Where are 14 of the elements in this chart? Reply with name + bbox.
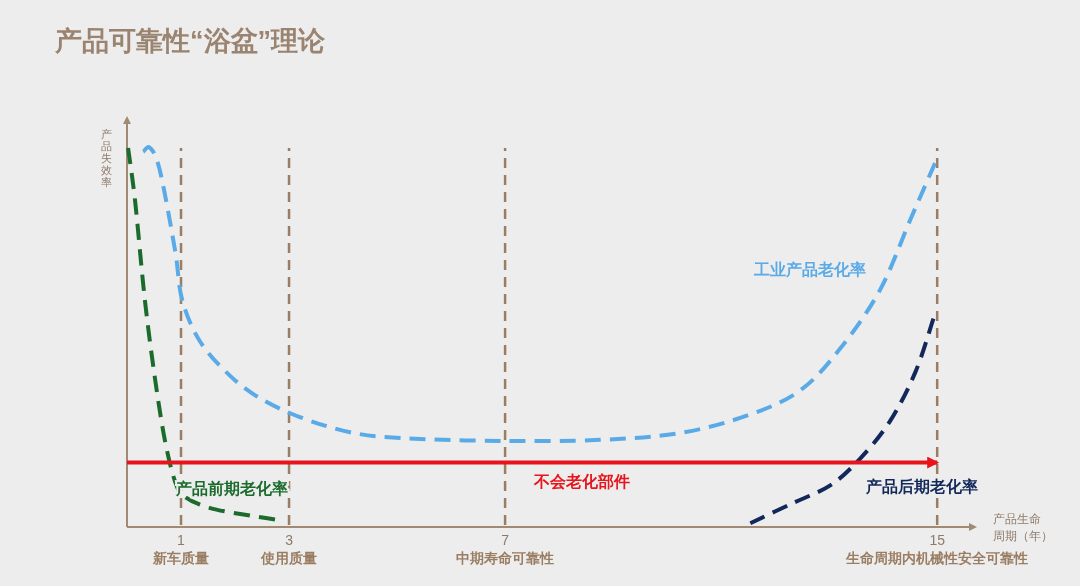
x-tick-label: 1	[177, 532, 186, 548]
series-label: 产品前期老化率	[175, 479, 288, 497]
x-axis-title: 产品生命周期（年）	[993, 512, 1053, 543]
ref-line-label: 使用质量	[260, 550, 318, 566]
series-label: 工业产品老化率	[753, 260, 866, 278]
y-axis-title: 产品失效率	[100, 128, 112, 188]
x-tick-label: 7	[501, 532, 510, 548]
ref-line-label: 新车质量	[152, 550, 210, 566]
chart-title: 产品可靠性“浴盆”理论	[54, 26, 326, 56]
x-tick-label: 15	[929, 532, 946, 548]
ref-line-label: 中期寿命可靠性	[456, 550, 555, 566]
x-tick-label: 3	[285, 532, 294, 548]
ref-line-label: 生命周期内机械性安全可靠性	[845, 550, 1029, 566]
series-label: 不会老化部件	[533, 473, 630, 490]
